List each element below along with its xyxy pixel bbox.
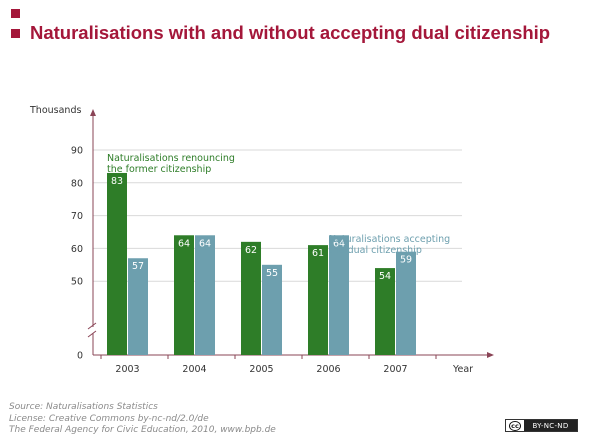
chart-title: Naturalisations with and without accepti… — [30, 22, 551, 43]
license-line: License: Creative Commons by-nc-nd/2.0/d… — [9, 413, 209, 424]
bar-value-label: 64 — [333, 238, 345, 249]
title-bullet-small — [11, 9, 20, 18]
bar — [375, 268, 395, 355]
x-tick-label: 2004 — [182, 364, 206, 375]
bar-value-label: 64 — [199, 238, 211, 249]
x-tick-label: 2007 — [383, 364, 407, 375]
bar-value-label: 57 — [132, 261, 144, 272]
cc-icon: cc — [506, 420, 524, 431]
bar-value-label: 83 — [111, 176, 123, 187]
bar — [174, 235, 194, 355]
x-tick-label: 2005 — [249, 364, 273, 375]
bar-value-label: 62 — [245, 245, 257, 256]
y-tick-label: 90 — [71, 146, 83, 157]
axis-break-gap — [89, 327, 97, 333]
source-notes: Source: Naturalisations Statistics Licen… — [9, 402, 276, 437]
bar — [128, 258, 148, 355]
series-annotation: Naturalisations accepting — [329, 234, 450, 245]
bar-value-label: 59 — [400, 255, 412, 266]
axis-break-line — [87, 322, 97, 330]
title-bullet — [11, 29, 20, 38]
y-axis-title: Thousands — [29, 105, 81, 116]
bar-value-label: 64 — [178, 238, 190, 249]
axis-break-line — [87, 330, 97, 338]
bar-value-label: 61 — [312, 248, 324, 259]
x-tick-label: 2006 — [316, 364, 340, 375]
bar-value-label: 54 — [379, 271, 391, 282]
y-tick-label: 0 — [77, 351, 83, 362]
bar — [308, 245, 328, 355]
x-tick-label: 2003 — [115, 364, 139, 375]
x-axis-arrow — [487, 352, 494, 358]
cc-license-badge[interactable]: cc BY-NC-ND — [505, 419, 578, 432]
bar-value-label: 55 — [266, 268, 278, 279]
license-badge-text: BY-NC-ND — [524, 420, 577, 431]
y-tick-label: 50 — [71, 277, 83, 288]
bar — [107, 172, 127, 355]
bar — [396, 251, 416, 355]
y-tick-label: 70 — [71, 211, 83, 222]
series-annotation: the dual citizenship — [329, 245, 422, 256]
y-tick-label: 60 — [71, 244, 83, 255]
series-annotation: the former citizenship — [107, 164, 211, 175]
bar — [329, 235, 349, 355]
bar — [195, 235, 215, 355]
publisher-line: The Federal Agency for Civic Education, … — [9, 425, 276, 435]
bar — [241, 241, 261, 355]
y-axis-arrow — [90, 109, 96, 116]
x-axis-title: Year — [452, 364, 473, 375]
series-annotation: Naturalisations renouncing — [107, 153, 235, 164]
chart: 0 50 60 70 80 90 Thousands Year 83 57 2003 64 64 2004… — [29, 105, 494, 375]
y-tick-label: 80 — [71, 178, 83, 189]
source-line: Source: Naturalisations Statistics — [9, 402, 158, 412]
bar — [262, 264, 282, 355]
